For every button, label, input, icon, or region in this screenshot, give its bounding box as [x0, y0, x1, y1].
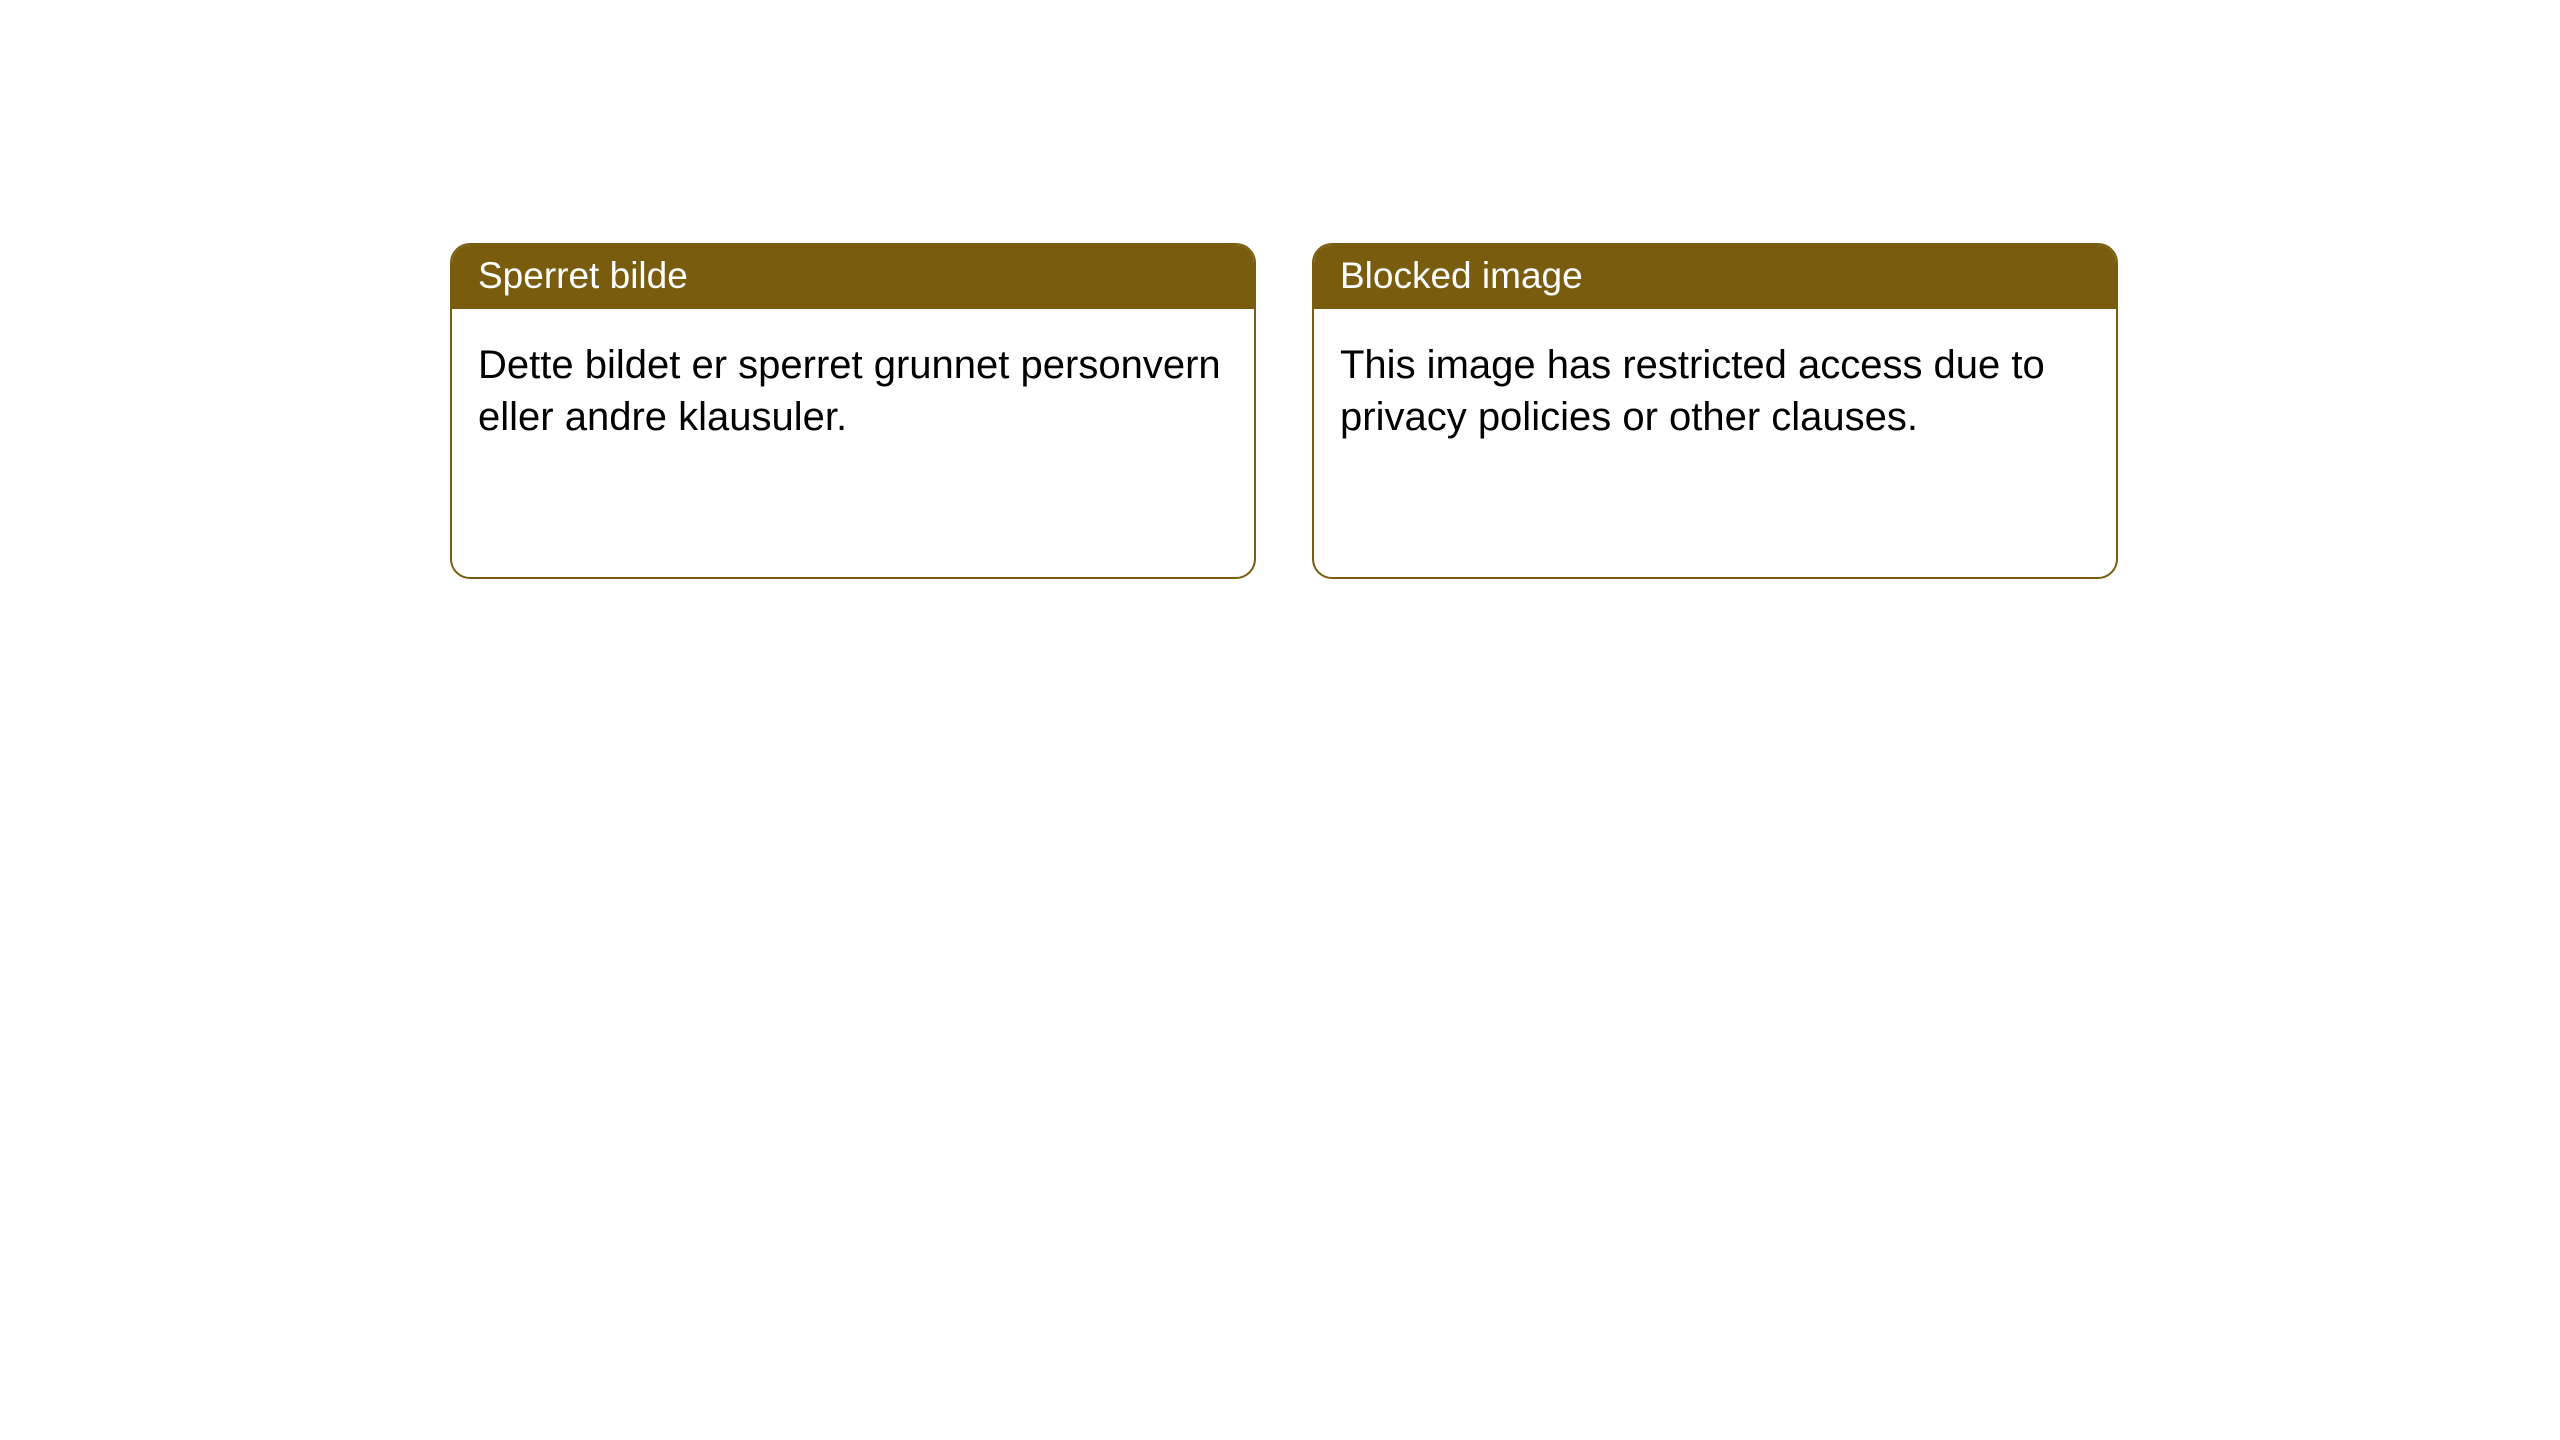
notice-body-english: This image has restricted access due to …: [1314, 309, 2116, 473]
notice-container: Sperret bilde Dette bildet er sperret gr…: [450, 243, 2118, 579]
notice-card-norwegian: Sperret bilde Dette bildet er sperret gr…: [450, 243, 1256, 579]
notice-body-norwegian: Dette bildet er sperret grunnet personve…: [452, 309, 1254, 473]
notice-card-english: Blocked image This image has restricted …: [1312, 243, 2118, 579]
notice-title-english: Blocked image: [1314, 245, 2116, 309]
notice-title-norwegian: Sperret bilde: [452, 245, 1254, 309]
